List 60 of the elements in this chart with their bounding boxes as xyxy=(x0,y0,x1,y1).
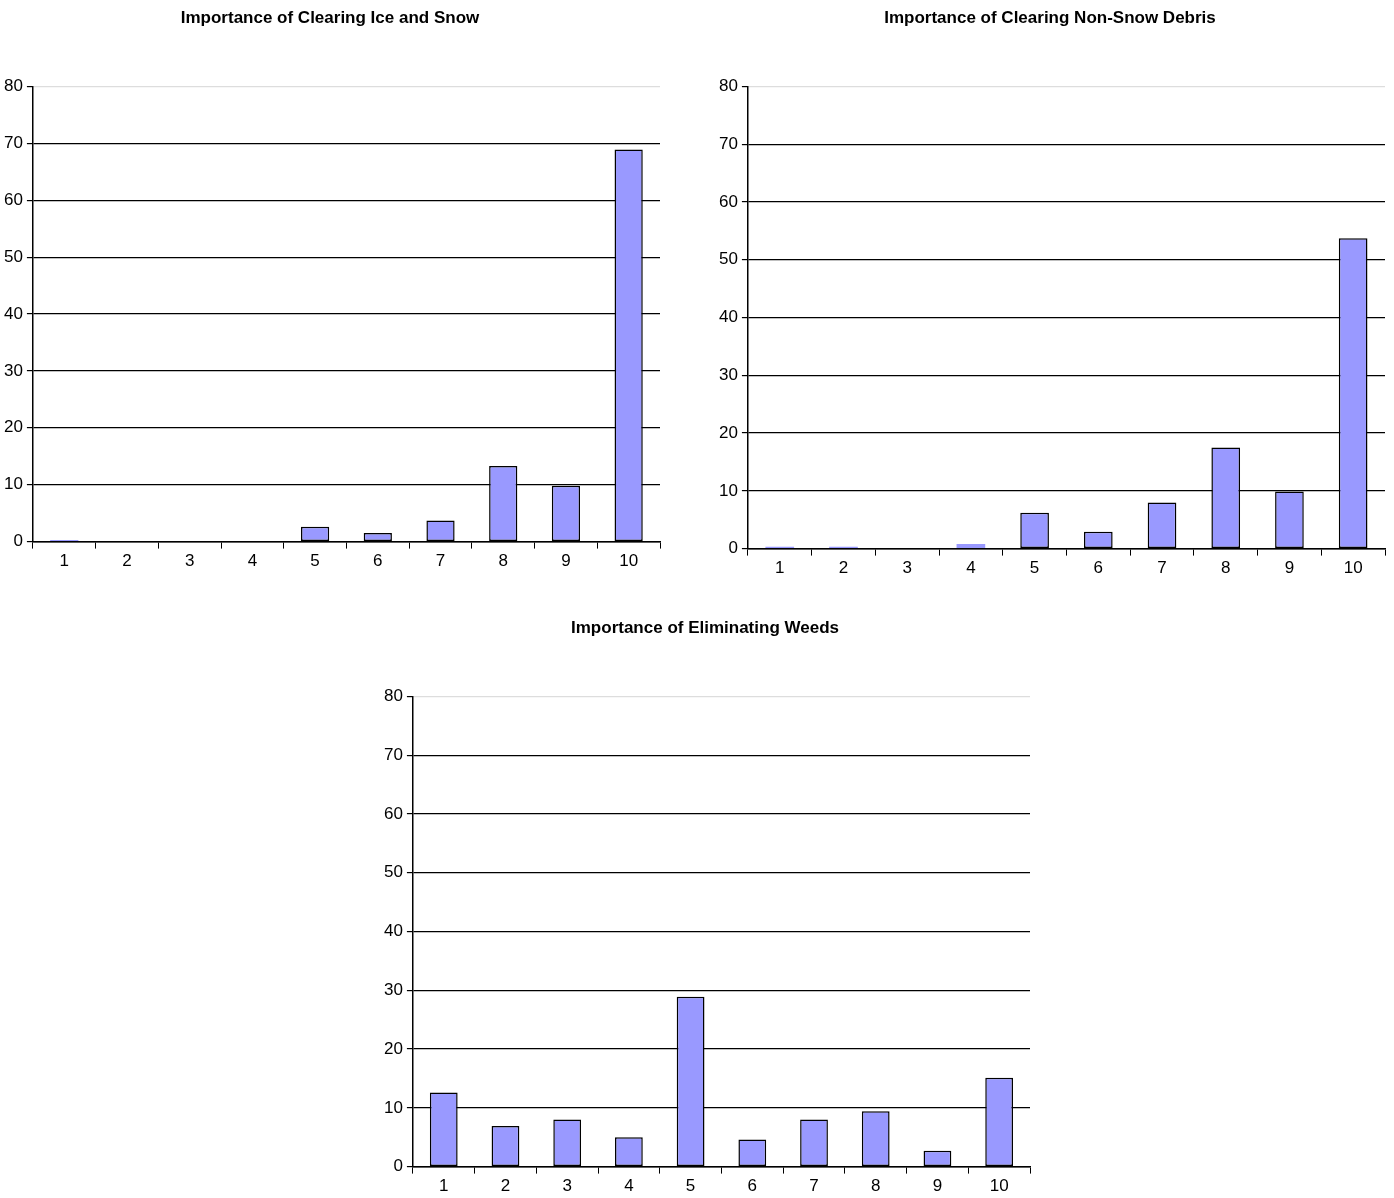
x-tick-label: 7 xyxy=(435,551,446,571)
y-tick-label: 0 xyxy=(13,531,23,551)
y-tick-label: 80 xyxy=(3,76,23,96)
x-tick-label: 2 xyxy=(838,558,849,578)
x-tick-label: 4 xyxy=(966,558,976,578)
x-tick-label: 4 xyxy=(624,1176,634,1196)
x-tick-label: 6 xyxy=(1093,558,1104,578)
x-tick-label: 10 xyxy=(619,551,639,571)
y-tick-label: 40 xyxy=(3,303,23,323)
y-tick-label: 10 xyxy=(3,474,23,494)
x-tick-label: 5 xyxy=(1029,558,1040,578)
y-tick-label: 70 xyxy=(383,744,403,764)
y-tick-label: 70 xyxy=(3,132,23,152)
x-tick-label: 10 xyxy=(989,1176,1009,1196)
x-tick-label: 8 xyxy=(498,551,508,571)
x-tick-label: 9 xyxy=(1284,558,1295,578)
x-tick-label: 4 xyxy=(247,551,258,571)
chart-title: Importance of Clearing Ice and Snow xyxy=(180,7,481,27)
y-tick-label: 0 xyxy=(393,1156,403,1176)
y-tick-label: 20 xyxy=(383,1038,403,1058)
y-tick-label: 80 xyxy=(383,686,403,706)
x-tick-label: 5 xyxy=(310,551,320,571)
y-tick-label: 10 xyxy=(383,1097,403,1117)
x-tick-label: 6 xyxy=(747,1176,758,1196)
y-tick-label: 50 xyxy=(383,862,403,882)
y-tick-label: 20 xyxy=(718,422,738,442)
x-tick-label: 2 xyxy=(122,551,132,571)
x-tick-label: 10 xyxy=(1343,558,1363,578)
y-tick-label: 30 xyxy=(383,979,403,999)
y-tick-label: 30 xyxy=(3,360,23,380)
chart-title: Importance of Clearing Non-Snow Debris xyxy=(884,7,1216,27)
x-tick-label: 7 xyxy=(809,1176,819,1196)
x-tick-label: 8 xyxy=(870,1176,881,1196)
chart-title: Importance of Eliminating Weeds xyxy=(571,617,839,637)
x-tick-label: 9 xyxy=(932,1176,943,1196)
x-tick-label: 3 xyxy=(184,551,195,571)
y-tick-label: 60 xyxy=(383,803,403,823)
y-tick-label: 50 xyxy=(3,246,23,266)
y-tick-label: 80 xyxy=(718,76,738,96)
x-tick-label: 2 xyxy=(500,1176,511,1196)
y-tick-label: 0 xyxy=(728,538,738,558)
x-tick-label: 1 xyxy=(439,1176,449,1196)
y-tick-label: 40 xyxy=(718,307,738,327)
x-tick-label: 1 xyxy=(775,558,785,578)
y-tick-label: 60 xyxy=(3,189,23,209)
x-tick-label: 9 xyxy=(561,551,571,571)
x-tick-label: 8 xyxy=(1220,558,1231,578)
y-tick-label: 50 xyxy=(718,249,738,269)
y-tick-label: 20 xyxy=(3,417,23,437)
x-tick-label: 7 xyxy=(1157,558,1167,578)
x-tick-label: 3 xyxy=(562,1176,572,1196)
y-tick-label: 30 xyxy=(718,364,738,384)
x-tick-label: 3 xyxy=(902,558,912,578)
x-tick-label: 5 xyxy=(685,1176,696,1196)
y-tick-label: 60 xyxy=(718,191,738,211)
y-tick-label: 10 xyxy=(718,480,738,500)
y-tick-label: 40 xyxy=(383,921,403,941)
x-tick-label: 1 xyxy=(59,551,69,571)
x-tick-label: 6 xyxy=(373,551,383,571)
y-tick-label: 70 xyxy=(718,133,738,153)
